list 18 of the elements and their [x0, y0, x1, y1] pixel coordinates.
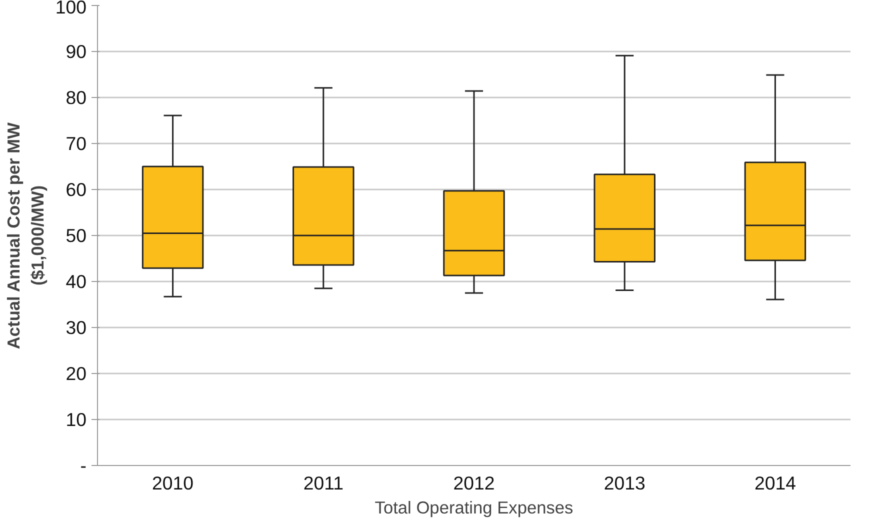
y-tick-label: 10: [66, 409, 87, 430]
x-axis-title: Total Operating Expenses: [374, 498, 574, 518]
y-tick-label: 90: [66, 41, 87, 62]
y-tick-label: 80: [66, 87, 87, 108]
x-tick-label: 2012: [453, 472, 495, 494]
x-tick-label: 2010: [152, 472, 194, 494]
x-tick-label: 2013: [604, 472, 646, 494]
y-tick-label: 40: [66, 271, 87, 292]
x-tick-label: 2014: [754, 472, 796, 494]
x-tick-label: 2011: [303, 472, 344, 494]
y-tick-label: 30: [66, 317, 87, 338]
y-tick-label: 50: [66, 225, 87, 246]
y-tick-label: 70: [66, 133, 87, 154]
y-tick-label: -: [80, 455, 87, 476]
y-tick-label: 20: [66, 363, 87, 384]
y-tick-label: 60: [66, 179, 87, 200]
y-axis-title: Actual Annual Cost per MW ($1,000/MW): [3, 122, 48, 350]
y-tick-label: 100: [55, 0, 87, 18]
